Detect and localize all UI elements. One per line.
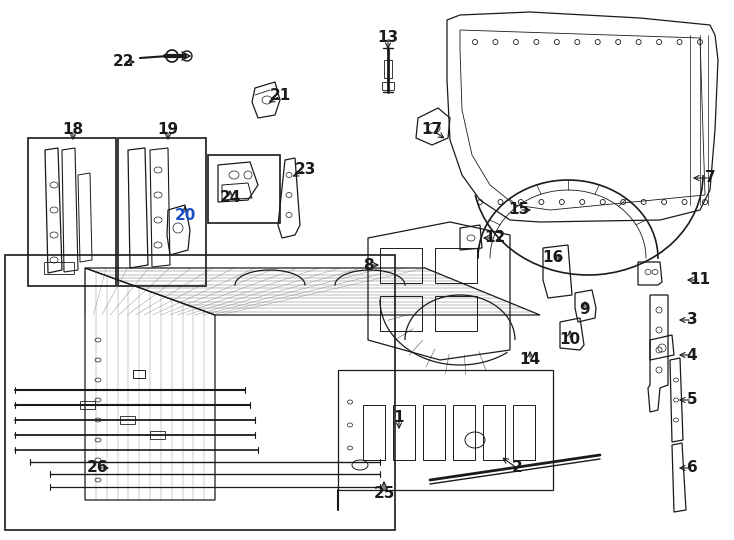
Bar [453, 405, 475, 460]
Bar [44, 262, 74, 274]
Text: 26: 26 [87, 461, 108, 476]
Bar [338, 370, 553, 490]
Bar [118, 138, 206, 286]
Bar [384, 60, 392, 78]
Bar [435, 248, 477, 283]
Text: 17: 17 [421, 123, 443, 138]
Text: 1: 1 [393, 410, 404, 426]
Bar [120, 416, 135, 424]
Text: 6: 6 [686, 461, 697, 476]
Text: 24: 24 [219, 191, 241, 206]
Text: 16: 16 [542, 251, 564, 266]
Bar [150, 431, 165, 439]
Text: 18: 18 [62, 123, 84, 138]
Text: 3: 3 [687, 313, 697, 327]
Text: 11: 11 [689, 273, 711, 287]
Text: 9: 9 [580, 302, 590, 318]
Text: 12: 12 [484, 231, 506, 246]
Bar [435, 296, 477, 331]
Text: 14: 14 [520, 353, 540, 368]
Text: 23: 23 [294, 163, 316, 178]
Text: 22: 22 [112, 55, 134, 70]
Bar [382, 82, 394, 90]
Bar [423, 405, 445, 460]
Bar [513, 405, 535, 460]
Bar [380, 248, 422, 283]
Text: 4: 4 [687, 348, 697, 362]
Text: 13: 13 [377, 30, 399, 44]
Bar [393, 405, 415, 460]
Bar [28, 138, 116, 286]
Text: 5: 5 [687, 393, 697, 408]
Text: 15: 15 [509, 202, 529, 218]
Bar [380, 296, 422, 331]
Text: 19: 19 [157, 123, 178, 138]
Bar [133, 370, 145, 378]
Bar [208, 155, 280, 223]
Text: 2: 2 [512, 461, 523, 476]
Bar [483, 405, 505, 460]
Text: 10: 10 [559, 333, 581, 348]
Text: 25: 25 [374, 485, 395, 501]
Text: 8: 8 [363, 258, 374, 273]
Bar [80, 401, 95, 409]
Text: 20: 20 [174, 207, 196, 222]
Bar [363, 405, 385, 460]
Bar [5, 255, 395, 530]
Text: 7: 7 [705, 171, 716, 186]
Text: 21: 21 [269, 89, 291, 104]
